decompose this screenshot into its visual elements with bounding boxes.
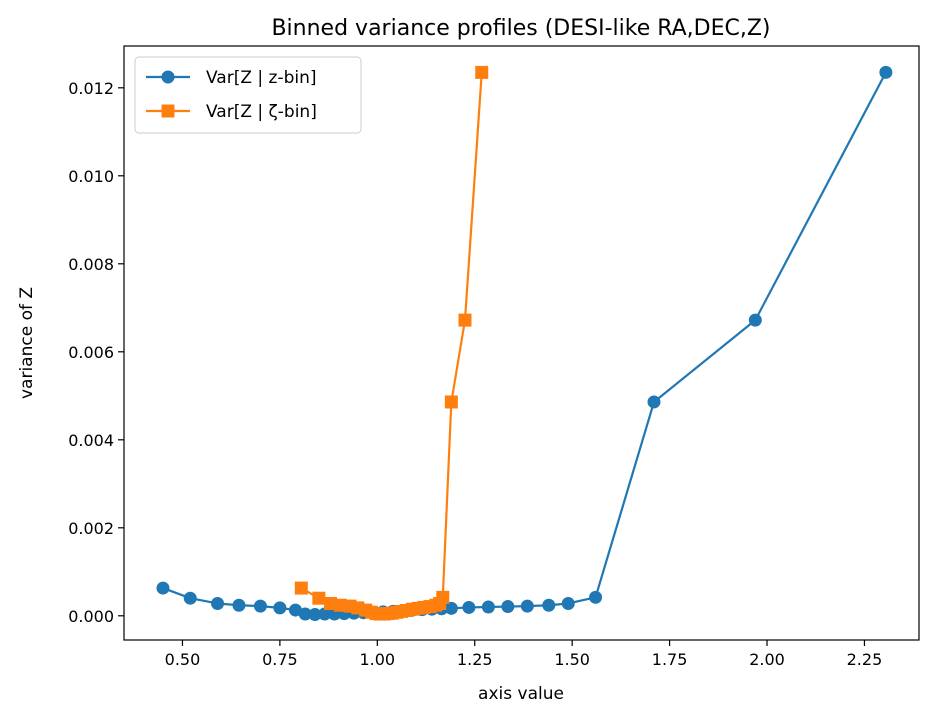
y-tick-label: 0.000: [68, 607, 114, 626]
x-tick-label: 1.75: [652, 650, 688, 669]
x-tick-label: 2.00: [749, 650, 785, 669]
plot-frame: [123, 45, 920, 641]
data-point: [312, 591, 326, 605]
data-point: [458, 313, 472, 327]
y-axis-label: variance of Z: [17, 287, 37, 399]
y-tick-label: 0.010: [68, 167, 114, 186]
x-tick-label: 0.50: [165, 650, 201, 669]
x-tick-label: 1.50: [554, 650, 590, 669]
data-point: [156, 581, 170, 595]
data-point: [436, 590, 450, 604]
y-tick-label: 0.012: [68, 79, 114, 98]
legend: Var[Z | z-bin] Var[Z | ζ-bin]: [134, 56, 362, 134]
data-point: [253, 599, 267, 613]
legend-label-zeta-bin: Var[Z | ζ-bin]: [206, 102, 317, 122]
plot-background: [124, 46, 919, 640]
data-point: [211, 596, 225, 610]
data-point: [748, 313, 762, 327]
data-point: [444, 601, 458, 615]
series-layer: [156, 65, 893, 621]
legend-label-z-bin: Var[Z | z-bin]: [206, 68, 317, 88]
data-point: [561, 596, 575, 610]
legend-box: [134, 56, 362, 134]
data-point: [647, 395, 661, 409]
data-point: [542, 598, 556, 612]
x-tick-label: 1.25: [457, 650, 493, 669]
data-point: [444, 395, 458, 409]
data-point: [520, 599, 534, 613]
x-axis-ticks: 0.50 0.75 1.00 1.25 1.50 1.75 2.00 2.25: [165, 640, 883, 669]
x-tick-label: 2.25: [847, 650, 883, 669]
plot-area: [123, 45, 920, 641]
y-tick-label: 0.008: [68, 255, 114, 274]
x-axis-label: axis value: [478, 684, 564, 704]
data-point: [232, 598, 246, 612]
y-tick-label: 0.002: [68, 519, 114, 538]
data-point: [589, 590, 603, 604]
y-axis-ticks: 0.000 0.002 0.004 0.006 0.008 0.010 0.012: [68, 79, 124, 626]
legend-marker-zeta-bin: [161, 104, 175, 118]
y-tick-label: 0.006: [68, 343, 114, 362]
data-point: [183, 591, 197, 605]
data-point: [294, 581, 308, 595]
data-point: [288, 603, 302, 617]
data-point: [481, 600, 495, 614]
legend-marker-z-bin: [161, 70, 175, 84]
x-tick-label: 0.75: [262, 650, 298, 669]
data-point: [501, 600, 515, 614]
series-1: [294, 65, 489, 621]
data-point: [298, 607, 312, 621]
chart-title: Binned variance profiles (DESI-like RA,D…: [271, 16, 770, 41]
y-tick-label: 0.004: [68, 431, 114, 450]
x-tick-label: 1.00: [359, 650, 395, 669]
data-point: [318, 607, 332, 621]
data-point: [308, 607, 322, 621]
data-point: [462, 600, 476, 614]
data-point: [273, 601, 287, 615]
data-point: [879, 65, 893, 79]
data-point: [475, 65, 489, 79]
